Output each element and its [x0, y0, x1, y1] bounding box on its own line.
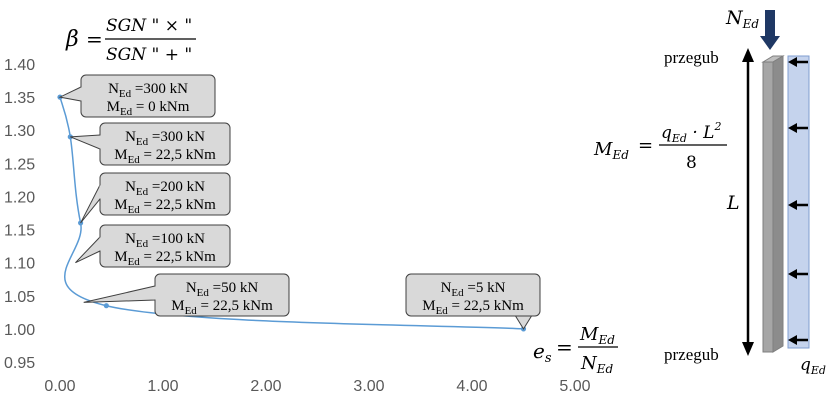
load-arrows	[788, 57, 808, 345]
load-arrow	[788, 335, 808, 345]
y-tick-label: 1.25	[4, 156, 35, 173]
es-denominator: NEd	[580, 353, 614, 376]
beta-symbol: β	[65, 27, 79, 52]
load-arrow	[788, 123, 808, 133]
beta-denominator: SGN " + "	[106, 45, 192, 65]
length-label: L	[726, 192, 740, 214]
moment-denominator: 8	[686, 153, 697, 173]
x-tick-label: 1.00	[147, 378, 178, 395]
annotation-n-line: NEd =50 kN	[186, 280, 259, 299]
load-arrow	[788, 200, 808, 210]
annotation-n-line: NEd =100 kN	[125, 231, 205, 250]
y-axis-ticks: 0.95 1.00 1.05 1.10 1.15 1.20 1.25 1.30 1.35 1.40	[4, 57, 35, 372]
load-arrow	[788, 57, 808, 67]
beta-numerator: SGN " × "	[106, 16, 192, 36]
column-diagram: NEd przegub przegub L MEd = qEd · L2 8	[593, 7, 826, 377]
beta-equals: =	[86, 27, 103, 51]
beta-formula: β = SGN " × " SGN " + "	[65, 16, 196, 65]
moment-lhs: MEd	[593, 139, 629, 162]
annotation-n-line: NEd =300 kN	[125, 129, 205, 148]
bottom-support-label: przegub	[664, 345, 719, 364]
y-tick-label: 0.95	[4, 355, 35, 372]
annotation-m-line: MEd = 22,5 kNm	[114, 147, 216, 166]
annotation-n-line: NEd =200 kN	[125, 179, 205, 198]
chart: 0.95 1.00 1.05 1.10 1.15 1.20 1.25 1.30 1.35 1.40…	[4, 57, 591, 395]
moment-numerator: qEd · L2	[661, 120, 721, 145]
y-tick-label: 1.15	[4, 223, 35, 240]
y-tick-label: 1.10	[4, 256, 35, 273]
top-force-arrow	[760, 10, 780, 50]
es-numerator: MEd	[579, 324, 615, 347]
load-label: qEd	[800, 355, 826, 377]
annotation-m-line: MEd = 0 kNm	[107, 99, 190, 118]
top-support-label: przegub	[664, 48, 719, 67]
moment-formula: MEd = qEd · L2 8	[593, 120, 727, 173]
length-dimension-arrow	[742, 48, 754, 356]
x-tick-label: 0.00	[44, 378, 75, 395]
y-tick-label: 1.00	[4, 322, 35, 339]
annotation-n-line: NEd =5 kN	[441, 280, 506, 299]
y-tick-label: 1.30	[4, 123, 35, 140]
y-tick-label: 1.40	[4, 57, 35, 74]
x-tick-label: 3.00	[353, 378, 384, 395]
y-tick-label: 1.05	[4, 289, 35, 306]
distributed-load	[787, 55, 810, 349]
y-tick-label: 1.20	[4, 189, 35, 206]
load-arrow	[788, 269, 808, 279]
column	[761, 55, 785, 353]
top-force-label: NEd	[725, 7, 759, 31]
es-equals: =	[556, 335, 573, 359]
moment-equals: =	[638, 135, 653, 156]
annotation-m-line: MEd = 22,5 kNm	[114, 197, 216, 216]
es-formula: es = MEd NEd	[533, 324, 618, 376]
annotation-m-line: MEd = 22,5 kNm	[422, 298, 524, 317]
es-symbol: es	[533, 339, 552, 366]
annotation-n-line: NEd =300 kN	[108, 81, 188, 100]
x-axis-ticks: 0.00 1.00 2.00 3.00 4.00 5.00	[44, 378, 590, 395]
x-tick-label: 2.00	[250, 378, 281, 395]
x-tick-label: 4.00	[456, 378, 487, 395]
annotation-m-line: MEd = 22,5 kNm	[114, 249, 216, 268]
annotation-m-line: MEd = 22,5 kNm	[171, 298, 273, 317]
y-tick-label: 1.35	[4, 90, 35, 107]
data-point	[103, 303, 109, 309]
x-tick-label: 5.00	[559, 378, 590, 395]
